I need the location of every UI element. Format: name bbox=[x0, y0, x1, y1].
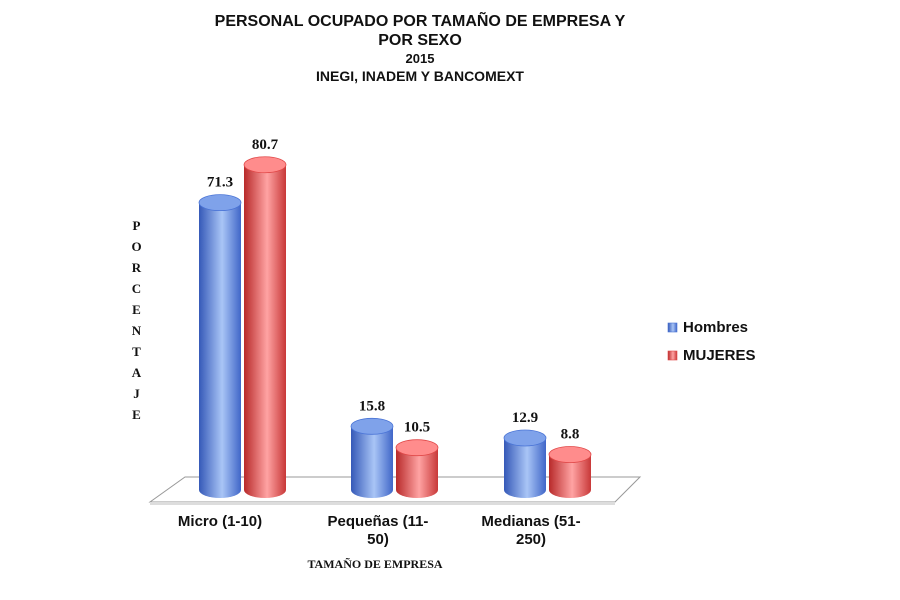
x-tick-label: Medianas (51-250) bbox=[481, 513, 581, 548]
cylinder-body bbox=[199, 202, 241, 498]
chart-source: INEGI, INADEM Y BANCOMEXT bbox=[316, 68, 524, 84]
legend-label: MUJERES bbox=[683, 347, 756, 364]
cylinder-body bbox=[396, 447, 438, 498]
data-label: 10.5 bbox=[404, 420, 430, 436]
legend-swatch bbox=[667, 350, 678, 361]
bar bbox=[503, 429, 547, 498]
data-label: 12.9 bbox=[512, 410, 538, 426]
data-label: 15.8 bbox=[359, 398, 385, 414]
cylinder-top bbox=[395, 439, 439, 457]
bar bbox=[548, 446, 592, 498]
data-label: 71.3 bbox=[207, 175, 233, 191]
legend-label: Hombres bbox=[683, 319, 748, 336]
chart-subtitle: 2015 bbox=[405, 51, 435, 66]
data-label: 80.7 bbox=[252, 137, 279, 153]
cylinder-top bbox=[198, 194, 242, 212]
cylinder-top bbox=[548, 446, 592, 463]
cylinder-top bbox=[243, 156, 287, 174]
y-axis-label: PORCENTAJE bbox=[129, 218, 144, 428]
chart-title: PERSONAL OCUPADO POR TAMAÑO DE EMPRESA Y… bbox=[214, 13, 626, 49]
cylinder-top bbox=[350, 417, 394, 435]
cylinder-body bbox=[504, 438, 546, 498]
cylinder-body bbox=[549, 454, 591, 498]
x-tick-label: Pequeñas (11-50) bbox=[327, 513, 429, 548]
bar bbox=[243, 156, 287, 499]
cylinder-top bbox=[503, 429, 547, 447]
cylinder-body bbox=[351, 426, 393, 498]
bar bbox=[395, 439, 439, 498]
x-axis-label: TAMAÑO DE EMPRESA bbox=[307, 557, 443, 571]
cylinder-body bbox=[244, 164, 286, 499]
bar bbox=[198, 194, 242, 498]
x-tick-label: Micro (1-10) bbox=[177, 513, 263, 530]
floor-edge bbox=[150, 502, 615, 505]
data-label: 8.8 bbox=[561, 427, 580, 443]
bar bbox=[350, 417, 394, 498]
legend-swatch bbox=[667, 322, 678, 333]
